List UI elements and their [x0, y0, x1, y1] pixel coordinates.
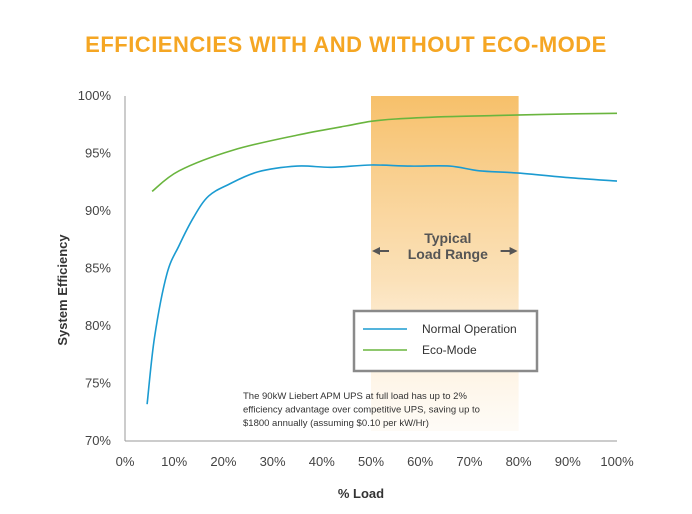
y-tick-label: 95%	[85, 146, 111, 161]
x-tick-label: 100%	[600, 454, 634, 469]
legend-label: Eco-Mode	[422, 343, 477, 357]
y-tick-label: 70%	[85, 433, 111, 448]
y-tick-labels: 70% 75% 80% 85% 90% 95% 100%	[78, 88, 112, 448]
y-tick-label: 90%	[85, 203, 111, 218]
band-arrow-left-head	[372, 247, 380, 255]
annotation-line: The 90kW Liebert APM UPS at full load ha…	[243, 391, 467, 402]
x-tick-label: 90%	[555, 454, 581, 469]
x-tick-label: 0%	[116, 454, 135, 469]
axes	[124, 96, 617, 442]
x-tick-label: 10%	[161, 454, 187, 469]
x-tick-label: 40%	[309, 454, 335, 469]
x-tick-labels: 0% 10% 20% 30% 40% 50% 60% 70% 80% 90% 100%	[116, 454, 634, 469]
series-line-eco-mode	[151, 112, 618, 193]
legend-box	[352, 309, 539, 373]
annotation-line: efficiency advantage over competitive UP…	[243, 405, 480, 416]
x-axis-title: % Load	[338, 486, 384, 501]
band-arrow-right-head	[509, 247, 518, 255]
y-tick-label: 80%	[85, 318, 111, 333]
band-label-line1: Typical	[424, 230, 471, 246]
x-tick-label: 70%	[456, 454, 482, 469]
annotation-line: $1800 annually (assuming $0.10 per kW/Hr…	[243, 418, 429, 429]
x-tick-label: 30%	[260, 454, 286, 469]
legend-label: Normal Operation	[422, 322, 517, 336]
x-tick-label: 20%	[210, 454, 236, 469]
series-line-normal-operation	[146, 164, 618, 405]
legend: Normal Operation Eco-Mode	[352, 309, 539, 373]
series-lines	[146, 112, 618, 405]
x-tick-label: 60%	[407, 454, 433, 469]
x-tick-label: 50%	[358, 454, 384, 469]
y-tick-label: 100%	[78, 88, 112, 103]
typical-load-range-band	[371, 96, 519, 431]
x-tick-label: 80%	[506, 454, 532, 469]
chart-title: EFFICIENCIES WITH AND WITHOUT ECO-MODE	[85, 32, 607, 57]
band-label-line2: Load Range	[408, 246, 488, 262]
y-axis-title: System Efficiency	[55, 234, 70, 346]
annotation-note: The 90kW Liebert APM UPS at full load ha…	[243, 391, 480, 429]
y-tick-label: 85%	[85, 261, 111, 276]
y-tick-label: 75%	[85, 376, 111, 391]
